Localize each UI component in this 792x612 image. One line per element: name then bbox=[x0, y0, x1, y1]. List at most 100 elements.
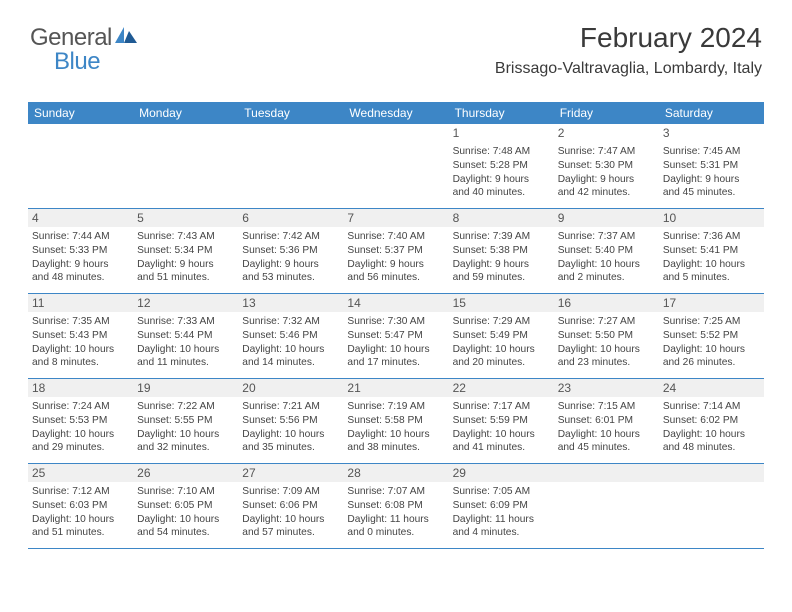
daylight-text: Daylight: 10 hours bbox=[558, 428, 655, 442]
sunrise-text: Sunrise: 7:22 AM bbox=[137, 400, 234, 414]
calendar-day-cell: 26Sunrise: 7:10 AMSunset: 6:05 PMDayligh… bbox=[133, 464, 238, 548]
daylight-text: and 51 minutes. bbox=[32, 526, 129, 540]
daylight-text: and 56 minutes. bbox=[347, 271, 444, 285]
sunset-text: Sunset: 5:50 PM bbox=[558, 329, 655, 343]
sunrise-text: Sunrise: 7:24 AM bbox=[32, 400, 129, 414]
daylight-text: Daylight: 10 hours bbox=[242, 428, 339, 442]
calendar-day-cell bbox=[554, 464, 659, 548]
sunset-text: Sunset: 5:34 PM bbox=[137, 244, 234, 258]
daylight-text: Daylight: 9 hours bbox=[137, 258, 234, 272]
sunrise-text: Sunrise: 7:43 AM bbox=[137, 230, 234, 244]
daylight-text: Daylight: 10 hours bbox=[453, 428, 550, 442]
sunrise-text: Sunrise: 7:37 AM bbox=[558, 230, 655, 244]
calendar-day-cell bbox=[659, 464, 764, 548]
daylight-text: Daylight: 10 hours bbox=[32, 343, 129, 357]
day-number: 20 bbox=[238, 379, 343, 397]
day-number: 28 bbox=[343, 464, 448, 482]
calendar-day-cell: 22Sunrise: 7:17 AMSunset: 5:59 PMDayligh… bbox=[449, 379, 554, 463]
calendar-day-cell: 10Sunrise: 7:36 AMSunset: 5:41 PMDayligh… bbox=[659, 209, 764, 293]
sunset-text: Sunset: 6:05 PM bbox=[137, 499, 234, 513]
daylight-text: Daylight: 9 hours bbox=[347, 258, 444, 272]
calendar-day-cell: 18Sunrise: 7:24 AMSunset: 5:53 PMDayligh… bbox=[28, 379, 133, 463]
calendar-day-cell: 23Sunrise: 7:15 AMSunset: 6:01 PMDayligh… bbox=[554, 379, 659, 463]
day-number: 8 bbox=[449, 209, 554, 227]
calendar-day-cell bbox=[133, 124, 238, 208]
sunrise-text: Sunrise: 7:12 AM bbox=[32, 485, 129, 499]
daylight-text: Daylight: 10 hours bbox=[347, 428, 444, 442]
daylight-text: and 29 minutes. bbox=[32, 441, 129, 455]
logo-text-blue: Blue bbox=[54, 48, 100, 76]
sunrise-text: Sunrise: 7:48 AM bbox=[453, 145, 550, 159]
calendar-day-cell: 16 Sunrise: 7:27 AMSunset: 5:50 PMDayligh… bbox=[554, 294, 659, 378]
logo-graphic-icon bbox=[115, 27, 137, 50]
daylight-text: Daylight: 10 hours bbox=[242, 343, 339, 357]
sunset-text: Sunset: 5:49 PM bbox=[453, 329, 550, 343]
sunrise-text: Sunrise: 7:19 AM bbox=[347, 400, 444, 414]
day-number: 22 bbox=[449, 379, 554, 397]
day-number: 19 bbox=[133, 379, 238, 397]
sunset-text: Sunset: 5:36 PM bbox=[242, 244, 339, 258]
daylight-text: and 17 minutes. bbox=[347, 356, 444, 370]
day-number: 23 bbox=[554, 379, 659, 397]
calendar-week-row: 25Sunrise: 7:12 AMSunset: 6:03 PMDayligh… bbox=[28, 464, 764, 549]
daylight-text: and 54 minutes. bbox=[137, 526, 234, 540]
daylight-text: Daylight: 10 hours bbox=[242, 513, 339, 527]
daylight-text: Daylight: 10 hours bbox=[32, 428, 129, 442]
daylight-text: Daylight: 10 hours bbox=[558, 343, 655, 357]
calendar-day-cell: 28Sunrise: 7:07 AMSunset: 6:08 PMDayligh… bbox=[343, 464, 448, 548]
calendar-week-row: 1Sunrise: 7:48 AMSunset: 5:28 PMDaylight… bbox=[28, 124, 764, 209]
daylight-text: and 35 minutes. bbox=[242, 441, 339, 455]
daylight-text: and 53 minutes. bbox=[242, 271, 339, 285]
calendar-day-cell bbox=[238, 124, 343, 208]
sunset-text: Sunset: 5:58 PM bbox=[347, 414, 444, 428]
day-number: 7 bbox=[343, 209, 448, 227]
day-number: 29 bbox=[449, 464, 554, 482]
sunset-text: Sunset: 5:33 PM bbox=[32, 244, 129, 258]
daylight-text: and 51 minutes. bbox=[137, 271, 234, 285]
sunset-text: Sunset: 6:06 PM bbox=[242, 499, 339, 513]
calendar-week-row: 4Sunrise: 7:44 AMSunset: 5:33 PMDaylight… bbox=[28, 209, 764, 294]
sunrise-text: Sunrise: 7:25 AM bbox=[663, 315, 760, 329]
sunrise-text: Sunrise: 7:35 AM bbox=[32, 315, 129, 329]
calendar-day-cell: 27Sunrise: 7:09 AMSunset: 6:06 PMDayligh… bbox=[238, 464, 343, 548]
sunset-text: Sunset: 5:53 PM bbox=[32, 414, 129, 428]
sunrise-text: Sunrise: 7:15 AM bbox=[558, 400, 655, 414]
calendar-day-cell: 24Sunrise: 7:14 AMSunset: 6:02 PMDayligh… bbox=[659, 379, 764, 463]
calendar-week-row: 11Sunrise: 7:35 AMSunset: 5:43 PMDayligh… bbox=[28, 294, 764, 379]
sunrise-text: Sunrise: 7:44 AM bbox=[32, 230, 129, 244]
sunrise-text: Sunrise: 7:40 AM bbox=[347, 230, 444, 244]
sunset-text: Sunset: 5:37 PM bbox=[347, 244, 444, 258]
sunrise-text: Sunrise: 7:42 AM bbox=[242, 230, 339, 244]
sunrise-text: Sunrise: 7:29 AM bbox=[453, 315, 550, 329]
daylight-text: and 48 minutes. bbox=[32, 271, 129, 285]
calendar-day-cell: 8Sunrise: 7:39 AMSunset: 5:38 PMDaylight… bbox=[449, 209, 554, 293]
sunrise-text: Sunrise: 7:30 AM bbox=[347, 315, 444, 329]
calendar-day-cell: 19Sunrise: 7:22 AMSunset: 5:55 PMDayligh… bbox=[133, 379, 238, 463]
calendar-day-cell: 15Sunrise: 7:29 AMSunset: 5:49 PMDayligh… bbox=[449, 294, 554, 378]
calendar-day-cell: 1Sunrise: 7:48 AMSunset: 5:28 PMDaylight… bbox=[449, 124, 554, 208]
sunset-text: Sunset: 6:08 PM bbox=[347, 499, 444, 513]
day-number: 24 bbox=[659, 379, 764, 397]
daylight-text: Daylight: 10 hours bbox=[663, 258, 760, 272]
day-number: 26 bbox=[133, 464, 238, 482]
calendar-day-cell: 17Sunrise: 7:25 AMSunset: 5:52 PMDayligh… bbox=[659, 294, 764, 378]
daylight-text: and 11 minutes. bbox=[137, 356, 234, 370]
calendar-day-cell: 13Sunrise: 7:32 AMSunset: 5:46 PMDayligh… bbox=[238, 294, 343, 378]
daylight-text: Daylight: 10 hours bbox=[558, 258, 655, 272]
day-number-empty bbox=[659, 464, 764, 482]
daylight-text: and 20 minutes. bbox=[453, 356, 550, 370]
sunset-text: Sunset: 6:03 PM bbox=[32, 499, 129, 513]
sunrise-text: Sunrise: 7:09 AM bbox=[242, 485, 339, 499]
sunset-text: Sunset: 5:55 PM bbox=[137, 414, 234, 428]
calendar-day-cell: 11Sunrise: 7:35 AMSunset: 5:43 PMDayligh… bbox=[28, 294, 133, 378]
calendar-day-cell: 5Sunrise: 7:43 AMSunset: 5:34 PMDaylight… bbox=[133, 209, 238, 293]
daylight-text: Daylight: 10 hours bbox=[663, 343, 760, 357]
sunrise-text: Sunrise: 7:47 AM bbox=[558, 145, 655, 159]
sunrise-text: Sunrise: 7:10 AM bbox=[137, 485, 234, 499]
sunset-text: Sunset: 5:46 PM bbox=[242, 329, 339, 343]
day-number: 15 bbox=[449, 294, 554, 312]
sunrise-text: Sunrise: 7:27 AM bbox=[558, 315, 655, 329]
sunset-text: Sunset: 5:52 PM bbox=[663, 329, 760, 343]
day-number: 16 bbox=[554, 294, 659, 312]
page-header: February 2024 Brissago-Valtravaglia, Lom… bbox=[495, 22, 762, 78]
